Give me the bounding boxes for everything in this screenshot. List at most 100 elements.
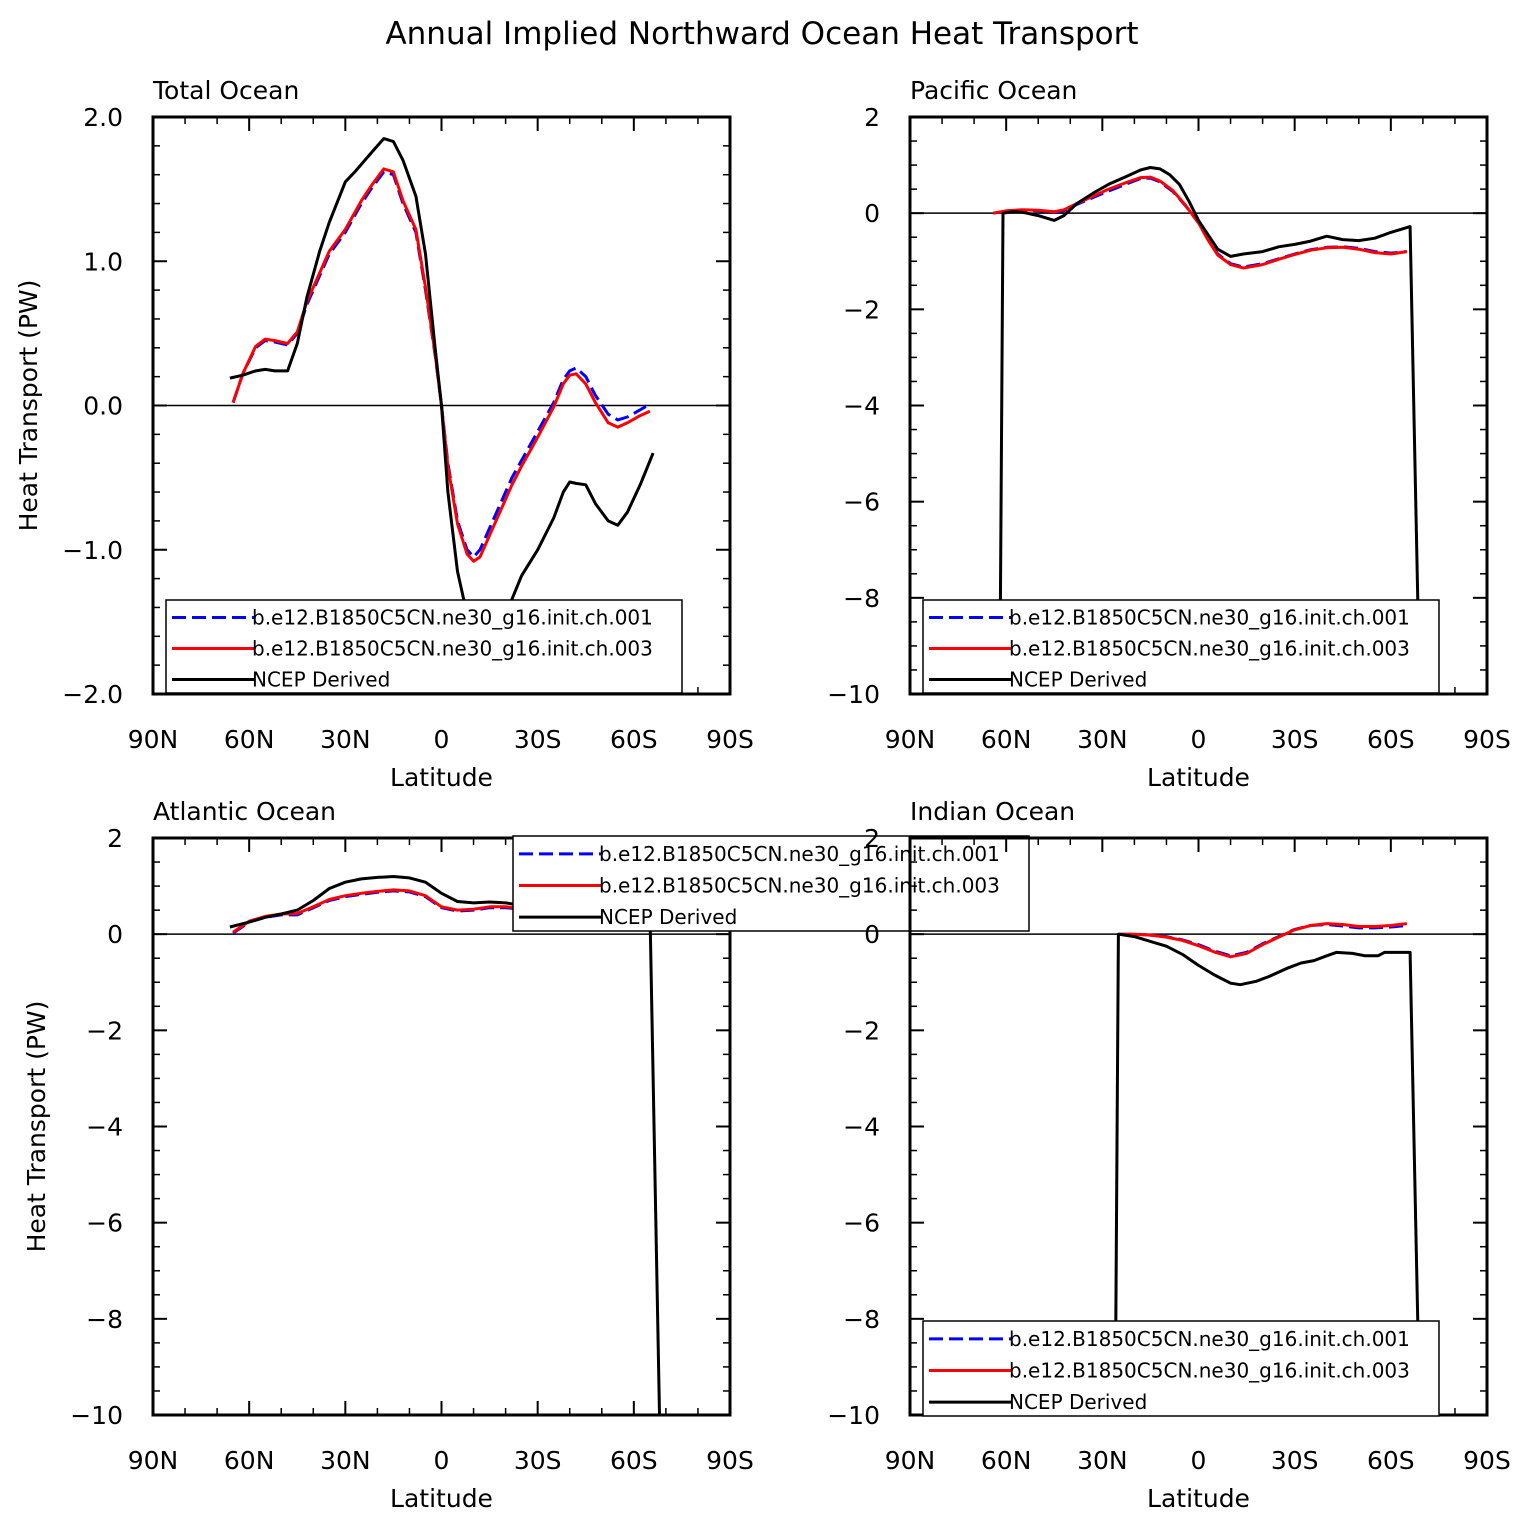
x-tick-label: 60N — [981, 1446, 1032, 1475]
x-tick-label: 90N — [128, 1446, 179, 1475]
legend: b.e12.B1850C5CN.ne30_g16.init.ch.001 b.e1… — [922, 1320, 1440, 1417]
legend-box — [922, 599, 1440, 694]
legend-label: b.e12.B1850C5CN.ne30_g16.init.ch.001 — [599, 842, 1000, 866]
x-tick-label: 90N — [885, 1446, 936, 1475]
y-tick-label: −2.0 — [62, 680, 123, 709]
x-tick-label: 30N — [1077, 725, 1128, 754]
x-tick-label: 30S — [1271, 725, 1319, 754]
x-tick-label: 30S — [514, 1446, 562, 1475]
panel-atlantic-ocean: Atlantic Ocean 90N 60N 30N 0 30S 60S 90S −10 −8 −6… — [22, 797, 1030, 1513]
x-tick-label: 90S — [1463, 1446, 1511, 1475]
series-line-ncep — [229, 875, 724, 1416]
y-tick-label: −8 — [86, 1305, 123, 1334]
x-tick-label: 60S — [1367, 725, 1415, 754]
legend-box — [922, 1320, 1440, 1417]
y-tick-label: −10 — [827, 680, 880, 709]
series-line-run-003 — [1118, 922, 1408, 959]
x-tick-label: 90N — [128, 725, 179, 754]
x-tick-label: 60N — [981, 725, 1032, 754]
legend-label: NCEP Derived — [252, 668, 390, 692]
legend: b.e12.B1850C5CN.ne30_g16.init.ch.001 b.e1… — [512, 835, 1030, 932]
legend-label: NCEP Derived — [599, 905, 737, 929]
y-tick-label: 2 — [864, 824, 880, 853]
series-group — [229, 137, 655, 645]
x-tick-label: 90S — [706, 1446, 754, 1475]
y-tick-label: −4 — [843, 1113, 880, 1142]
legend-label: b.e12.B1850C5CN.ne30_g16.init.ch.003 — [252, 637, 653, 661]
legend-label: b.e12.B1850C5CN.ne30_g16.init.ch.001 — [1009, 606, 1410, 630]
y-tick-label: −1.0 — [62, 536, 123, 565]
y-tick-label: 1.0 — [83, 247, 123, 276]
legend-label: NCEP Derived — [1009, 668, 1147, 692]
series-line-ncep — [922, 166, 1481, 695]
panel-title: Pacific Ocean — [910, 76, 1077, 105]
y-axis-title: Heat Transport (PW) — [14, 280, 43, 532]
x-tick-label: 30S — [514, 725, 562, 754]
x-tick-label: 90S — [1463, 725, 1511, 754]
x-tick-label: 60N — [224, 1446, 275, 1475]
x-tick-label: 0 — [1191, 1446, 1207, 1475]
legend-label: NCEP Derived — [1009, 1390, 1147, 1414]
series-line-ncep — [229, 137, 655, 645]
y-tick-label: −2 — [843, 1016, 880, 1045]
series-line-run-001 — [231, 170, 651, 559]
y-tick-label: −4 — [843, 392, 880, 421]
y-tick-label: 2 — [107, 824, 123, 853]
series-group — [916, 922, 1481, 1416]
x-axis-title: Latitude — [1147, 1484, 1250, 1513]
x-tick-label: 0 — [1191, 725, 1207, 754]
x-axis-title: Latitude — [390, 1484, 493, 1513]
panel-title: Total Ocean — [152, 76, 299, 105]
x-tick-label: 30N — [320, 725, 371, 754]
y-tick-label: −4 — [86, 1113, 123, 1142]
main-title: Annual Implied Northward Ocean Heat Tran… — [385, 16, 1138, 52]
y-tick-label: 0 — [864, 199, 880, 228]
panel-title: Indian Ocean — [910, 797, 1075, 826]
x-tick-label: 90S — [706, 725, 754, 754]
series-group — [229, 875, 724, 1416]
x-tick-label: 60S — [1367, 1446, 1415, 1475]
y-tick-label: 0 — [864, 920, 880, 949]
y-tick-label: −6 — [843, 488, 880, 517]
legend-label: b.e12.B1850C5CN.ne30_g16.init.ch.003 — [599, 874, 1000, 898]
y-tick-label: −8 — [843, 584, 880, 613]
legend: b.e12.B1850C5CN.ne30_g16.init.ch.001 b.e1… — [922, 599, 1440, 694]
y-tick-label: −6 — [86, 1209, 123, 1238]
x-tick-label: 60S — [610, 1446, 658, 1475]
panel-pacific-ocean: Pacific Ocean 90N 60N 30N 0 30S 60S 90S −10 −8 −6 −… — [827, 76, 1511, 792]
legend-label: b.e12.B1850C5CN.ne30_g16.init.ch.003 — [1009, 637, 1410, 661]
x-tick-label: 30N — [320, 1446, 371, 1475]
y-tick-label: 0 — [107, 920, 123, 949]
y-axis-title: Heat Transport (PW) — [22, 1001, 51, 1253]
legend-box — [165, 599, 683, 694]
legend: b.e12.B1850C5CN.ne30_g16.init.ch.001 b.e1… — [165, 599, 683, 694]
x-axis-title: Latitude — [1147, 763, 1250, 792]
panel-title: Atlantic Ocean — [153, 797, 336, 826]
y-tick-label: −2 — [843, 295, 880, 324]
x-tick-label: 90N — [885, 725, 936, 754]
y-tick-label: −6 — [843, 1209, 880, 1238]
legend-label: b.e12.B1850C5CN.ne30_g16.init.ch.001 — [252, 606, 653, 630]
x-axis-title: Latitude — [390, 763, 493, 792]
x-tick-label: 30N — [1077, 1446, 1128, 1475]
y-tick-label: −8 — [843, 1305, 880, 1334]
y-tick-label: −10 — [827, 1401, 880, 1430]
panel-indian-ocean: Indian Ocean 90N 60N 30N 0 30S 60S 90S −10 −8 −6 −4… — [827, 797, 1511, 1513]
legend-box — [512, 835, 1030, 932]
x-tick-label: 0 — [434, 1446, 450, 1475]
series-line-run-003 — [993, 175, 1408, 270]
x-tick-label: 60N — [224, 725, 275, 754]
legend-label: b.e12.B1850C5CN.ne30_g16.init.ch.001 — [1009, 1327, 1410, 1351]
series-line-ncep — [916, 932, 1481, 1416]
x-tick-label: 60S — [610, 725, 658, 754]
y-tick-label: 2.0 — [83, 103, 123, 132]
y-tick-label: 2 — [864, 103, 880, 132]
x-tick-label: 30S — [1271, 1446, 1319, 1475]
legend-label: b.e12.B1850C5CN.ne30_g16.init.ch.003 — [1009, 1359, 1410, 1383]
series-line-run-003 — [231, 167, 651, 563]
y-tick-label: −2 — [86, 1016, 123, 1045]
x-tick-label: 0 — [434, 725, 450, 754]
series-line-run-001 — [1118, 923, 1408, 958]
panel-total-ocean: Total Ocean 90N 60N 30N 0 30S 60S 90S −2.0 −1.0 0.… — [14, 76, 754, 792]
